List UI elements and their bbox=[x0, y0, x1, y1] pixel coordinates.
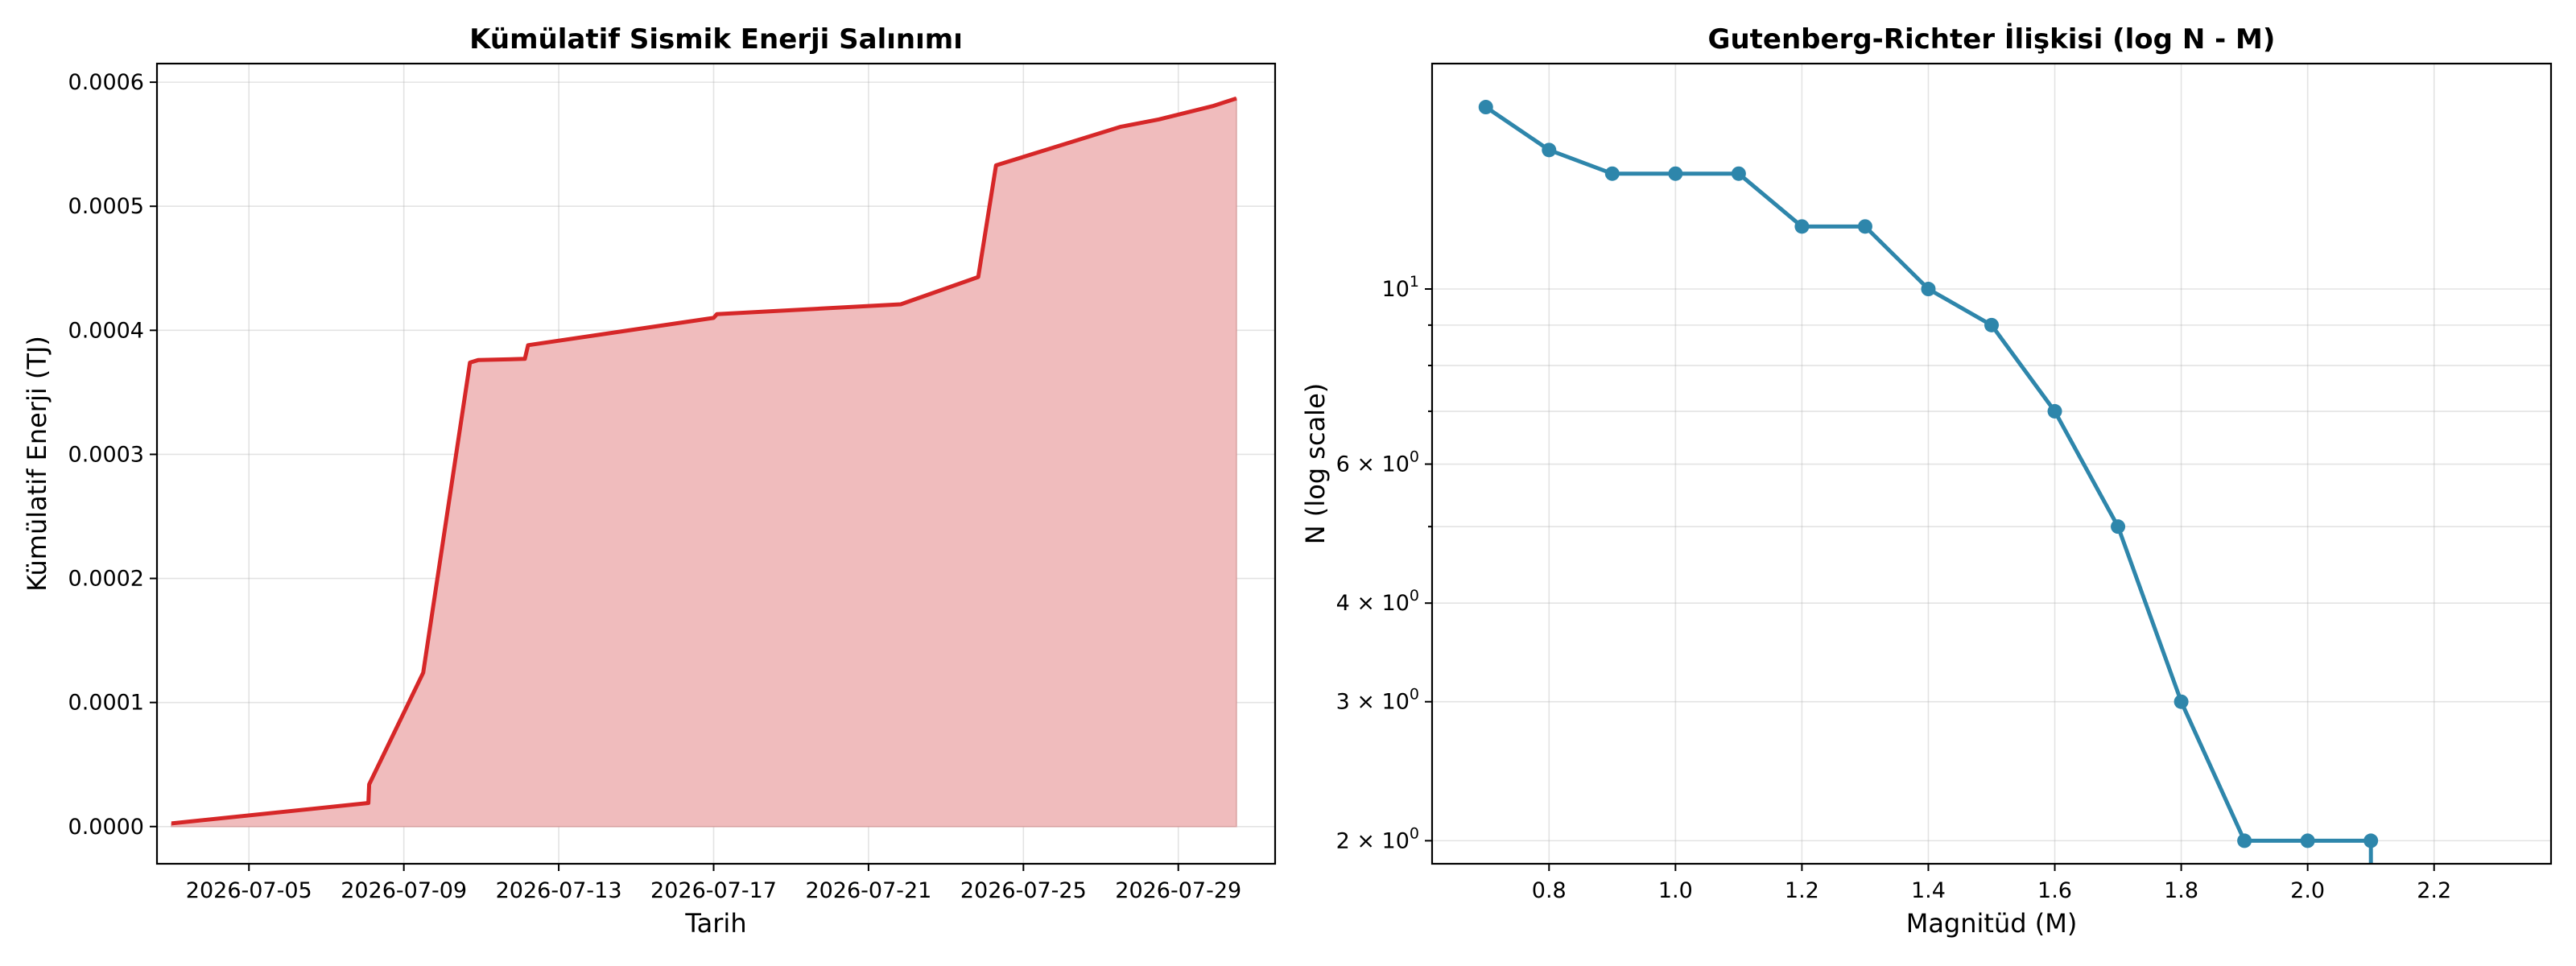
x-tick-label: 1.6 bbox=[2037, 878, 2072, 903]
data-point bbox=[1921, 282, 1936, 297]
gutenberg-richter-ticks: 0.8 1.0 1.2 1.4 1.6 1.8 2.0 2.2 101 6 × 100 4 × 10… bbox=[1336, 273, 2452, 903]
gutenberg-richter-title: Gutenberg-Richter İlişkisi (log N - M) bbox=[1708, 23, 2276, 56]
data-point bbox=[1857, 219, 1872, 234]
gutenberg-richter-grid bbox=[1432, 64, 2551, 864]
cumulative-energy-ticks: 2026-07-05 2026-07-09 2026-07-13 2026-07-17… bbox=[68, 70, 1242, 903]
x-tick-label: 2026-07-21 bbox=[805, 878, 931, 903]
y-tick-label: 0.0000 bbox=[68, 815, 144, 840]
data-point bbox=[1478, 100, 1493, 115]
gutenberg-richter-chart: 0.8 1.0 1.2 1.4 1.6 1.8 2.0 2.2 101 6 × 100 4 × 10… bbox=[1300, 23, 2553, 939]
x-tick-label: 2026-07-13 bbox=[496, 878, 622, 903]
y-tick-label: 4 × 100 bbox=[1336, 587, 1419, 616]
x-tick-label: 1.4 bbox=[1911, 878, 1946, 903]
cumulative-energy-area bbox=[171, 97, 1237, 828]
data-point bbox=[2237, 833, 2252, 848]
cumulative-energy-xlabel: Tarih bbox=[684, 908, 746, 939]
x-tick-label: 2026-07-29 bbox=[1115, 878, 1241, 903]
y-tick-label: 0.0005 bbox=[68, 194, 144, 219]
y-tick-label: 0.0003 bbox=[68, 442, 144, 467]
gutenberg-richter-points bbox=[1478, 100, 2379, 848]
data-point bbox=[2300, 833, 2315, 848]
data-point bbox=[1731, 166, 1746, 181]
x-tick-label: 1.8 bbox=[2164, 878, 2198, 903]
y-tick-label: 2 × 100 bbox=[1336, 824, 1419, 853]
x-tick-label: 2.0 bbox=[2290, 878, 2325, 903]
x-tick-label: 2026-07-17 bbox=[650, 878, 777, 903]
data-point bbox=[2174, 694, 2189, 709]
y-tick-label: 0.0001 bbox=[68, 691, 144, 716]
data-point bbox=[2363, 833, 2379, 848]
x-tick-label: 2.2 bbox=[2417, 878, 2451, 903]
y-tick-label: 6 × 100 bbox=[1336, 448, 1419, 477]
gutenberg-richter-xlabel: Magnitüd (M) bbox=[1906, 908, 2078, 939]
gutenberg-richter-ylabel: N (log scale) bbox=[1300, 383, 1331, 544]
cumulative-energy-ylabel: Kümülatif Enerji (TJ) bbox=[22, 336, 52, 592]
data-point bbox=[1794, 219, 1810, 234]
y-tick-label: 3 × 100 bbox=[1336, 686, 1419, 715]
x-tick-label: 0.8 bbox=[1532, 878, 1567, 903]
x-tick-label: 1.2 bbox=[1785, 878, 1819, 903]
y-tick-label: 0.0006 bbox=[68, 70, 144, 95]
cumulative-energy-plot-frame bbox=[155, 62, 1277, 865]
x-tick-label: 2026-07-25 bbox=[960, 878, 1087, 903]
gutenberg-richter-line bbox=[1484, 105, 2373, 864]
y-tick-label: 0.0002 bbox=[68, 567, 144, 592]
data-point bbox=[2111, 519, 2126, 535]
cumulative-energy-line bbox=[171, 96, 1237, 826]
y-tick-label: 0.0004 bbox=[68, 318, 144, 343]
data-point bbox=[1984, 317, 1999, 332]
x-tick-label: 1.0 bbox=[1658, 878, 1693, 903]
data-point bbox=[2047, 403, 2062, 419]
x-tick-label: 2026-07-05 bbox=[186, 878, 312, 903]
data-point bbox=[1604, 166, 1620, 181]
x-tick-label: 2026-07-09 bbox=[341, 878, 467, 903]
cumulative-energy-title: Kümülatif Sismik Enerji Salınımı bbox=[469, 23, 963, 56]
y-tick-label: 101 bbox=[1382, 273, 1419, 302]
data-point bbox=[1542, 142, 1557, 158]
data-point bbox=[1668, 166, 1683, 181]
cumulative-energy-chart: 2026-07-05 2026-07-09 2026-07-13 2026-07-17… bbox=[22, 23, 1277, 939]
